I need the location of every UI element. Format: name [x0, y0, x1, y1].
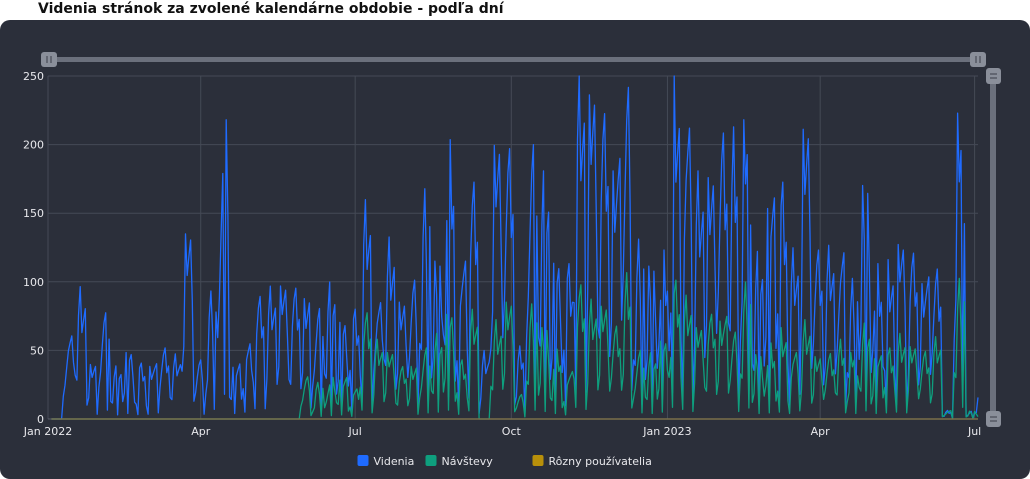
y-range-track: [990, 76, 996, 419]
x-range-track: [49, 57, 978, 62]
y-tick-label: 200: [23, 139, 44, 152]
legend-label: Rôzny používatelia: [549, 455, 652, 468]
x-tick-label: Jan 2023: [642, 425, 691, 438]
legend: Videnia Návštevy Rôzny používatelia: [357, 455, 652, 468]
legend-item-2[interactable]: Návštevy: [425, 455, 494, 468]
legend-swatch: [532, 455, 544, 466]
legend-swatch: [425, 455, 437, 466]
legend-item-1[interactable]: Videnia: [357, 455, 415, 468]
x-tick-label: Jul: [348, 425, 362, 438]
legend-swatch: [357, 455, 369, 466]
x-range-handle-left[interactable]: [41, 52, 57, 67]
x-tick-label: Apr: [191, 425, 211, 438]
series-line-1: [51, 75, 979, 420]
y-tick-label: 150: [23, 207, 44, 220]
x-range-slider[interactable]: [41, 52, 986, 67]
x-tick-label: Oct: [502, 425, 522, 438]
x-tick-label: Jan 2022: [23, 425, 72, 438]
page-title: Videnia stránok za zvolené kalendárne ob…: [38, 1, 504, 17]
y-tick-label: 250: [23, 70, 44, 83]
y-range-slider[interactable]: [986, 68, 1001, 427]
axes: 0 50 100 150 200 250 Jan 2022 Apr Jul Oct Jan 2023…: [23, 70, 981, 438]
x-range-handle-right[interactable]: [970, 52, 986, 67]
y-tick-label: 100: [23, 276, 44, 289]
legend-item-3[interactable]: Rôzny používatelia: [532, 455, 652, 468]
legend-label: Návštevy: [442, 455, 494, 468]
y-tick-label: 50: [30, 344, 44, 357]
x-tick-label: Apr: [811, 425, 831, 438]
y-range-handle-bottom[interactable]: [986, 411, 1001, 427]
x-tick-label: Jul: [967, 425, 981, 438]
series-layer: [51, 75, 979, 420]
y-range-handle-top[interactable]: [986, 68, 1001, 84]
y-tick-label: 0: [37, 413, 44, 426]
legend-label: Videnia: [374, 455, 415, 468]
